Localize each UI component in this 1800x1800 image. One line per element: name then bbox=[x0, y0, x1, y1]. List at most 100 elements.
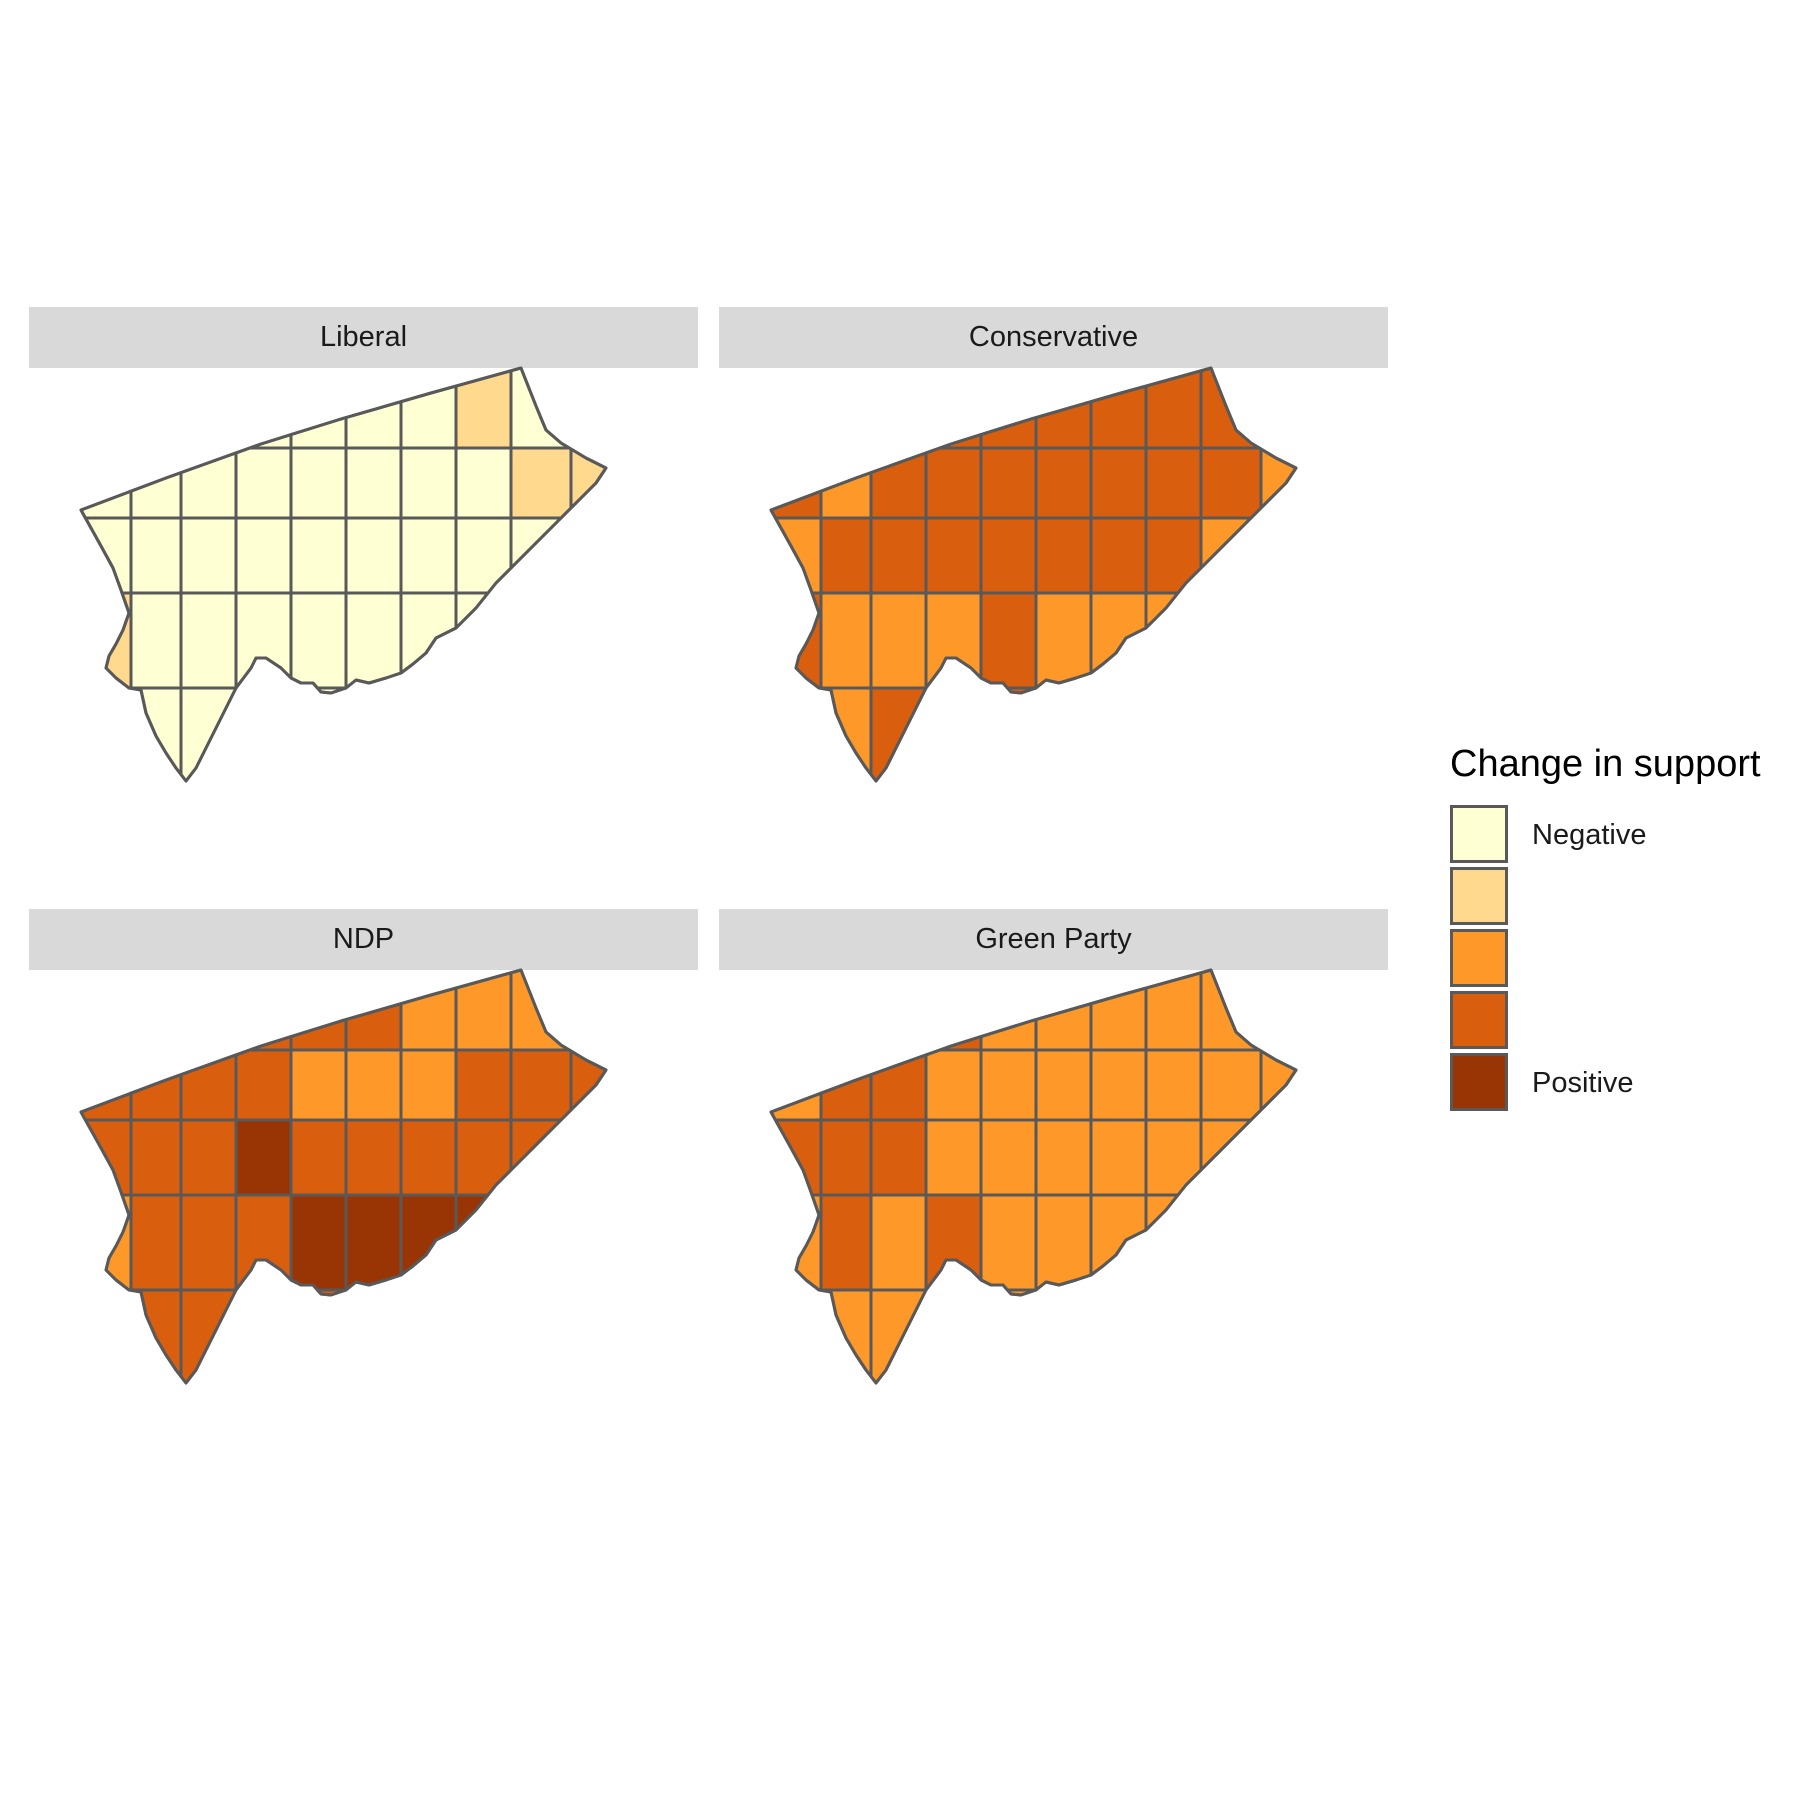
district-polygon bbox=[289, 1118, 348, 1197]
district-polygon bbox=[1144, 516, 1203, 595]
district-polygon bbox=[234, 1118, 293, 1197]
district-polygon bbox=[1089, 1048, 1148, 1122]
district-polygon bbox=[289, 446, 348, 520]
district-polygon bbox=[179, 1193, 238, 1292]
district-polygon bbox=[819, 1118, 873, 1197]
district-polygon bbox=[234, 516, 293, 595]
legend-label-negative: Negative bbox=[1532, 819, 1647, 851]
district-polygon bbox=[289, 591, 348, 690]
city-outline bbox=[769, 968, 1298, 1385]
district-polygon bbox=[399, 1048, 458, 1122]
district-polygon bbox=[129, 591, 183, 690]
district-polygon bbox=[1034, 591, 1093, 690]
district-polygon bbox=[1034, 1193, 1093, 1292]
legend-key-4 bbox=[1450, 991, 1508, 1049]
district-polygon bbox=[129, 1118, 183, 1197]
district-polygon bbox=[979, 1118, 1038, 1197]
district-polygon bbox=[979, 446, 1038, 520]
district-polygon bbox=[344, 516, 403, 595]
district-polygon bbox=[1144, 1048, 1203, 1122]
district-polygon bbox=[1089, 516, 1148, 595]
district-polygon bbox=[344, 591, 403, 690]
map-panel-conservative bbox=[719, 366, 1388, 898]
district-polygon bbox=[1144, 446, 1203, 520]
district-polygon bbox=[1199, 446, 1263, 520]
city-outline bbox=[769, 366, 1298, 783]
districts-group bbox=[769, 366, 1298, 783]
district-polygon bbox=[1199, 968, 1261, 1052]
districts-group bbox=[79, 968, 608, 1385]
city-outline bbox=[79, 968, 608, 1385]
district-polygon bbox=[129, 686, 183, 776]
map-panel-liberal bbox=[29, 366, 698, 898]
district-polygon bbox=[344, 446, 403, 520]
district-polygon bbox=[924, 1048, 983, 1122]
district-polygon bbox=[454, 516, 513, 595]
district-polygon bbox=[1089, 1118, 1148, 1197]
legend: Change in support Negative Positive bbox=[1450, 743, 1790, 1111]
district-polygon bbox=[869, 1193, 928, 1292]
district-polygon bbox=[1199, 1048, 1263, 1122]
district-polygon bbox=[819, 471, 873, 520]
panel-strip-ndp: NDP bbox=[29, 909, 698, 970]
city-outline bbox=[79, 366, 608, 783]
map-panel-green-party bbox=[719, 968, 1388, 1500]
legend-key-2 bbox=[1450, 867, 1508, 925]
district-polygon bbox=[179, 1118, 238, 1197]
district-polygon bbox=[819, 1193, 873, 1292]
district-polygon bbox=[289, 1048, 348, 1122]
panel-title-ndp: NDP bbox=[332, 923, 395, 955]
legend-label-positive: Positive bbox=[1532, 1067, 1634, 1099]
panel-strip-conservative: Conservative bbox=[719, 307, 1388, 368]
district-polygon bbox=[924, 1193, 983, 1292]
district-polygon bbox=[234, 1048, 293, 1122]
district-polygon bbox=[234, 1193, 293, 1292]
district-polygon bbox=[819, 591, 873, 690]
district-polygon bbox=[454, 1118, 513, 1197]
district-polygon bbox=[1089, 446, 1148, 520]
district-polygon bbox=[924, 516, 983, 595]
district-polygon bbox=[399, 516, 458, 595]
district-polygon bbox=[454, 1048, 513, 1122]
district-polygon bbox=[129, 516, 183, 595]
district-polygon bbox=[819, 1073, 873, 1122]
district-polygon bbox=[179, 591, 238, 690]
district-polygon bbox=[509, 446, 573, 520]
districts-group bbox=[79, 366, 608, 783]
district-polygon bbox=[179, 516, 238, 595]
district-polygon bbox=[344, 1118, 403, 1197]
district-polygon bbox=[399, 446, 458, 520]
district-polygon bbox=[129, 1288, 183, 1378]
district-polygon bbox=[819, 1288, 873, 1378]
district-polygon bbox=[1034, 1048, 1093, 1122]
district-polygon bbox=[869, 591, 928, 690]
panel-title-liberal: Liberal bbox=[319, 321, 408, 353]
district-polygon bbox=[924, 591, 983, 690]
district-polygon bbox=[234, 446, 293, 520]
district-polygon bbox=[979, 591, 1038, 690]
district-polygon bbox=[1034, 1118, 1093, 1197]
legend-key-5 bbox=[1450, 1053, 1508, 1111]
district-polygon bbox=[454, 446, 513, 520]
map-green-party bbox=[769, 968, 1298, 1385]
district-polygon bbox=[129, 1193, 183, 1292]
district-polygon bbox=[979, 1048, 1038, 1122]
district-polygon bbox=[1089, 986, 1148, 1052]
district-polygon bbox=[869, 1118, 928, 1197]
district-polygon bbox=[509, 1048, 573, 1122]
legend-title: Change in support bbox=[1450, 743, 1761, 785]
panel-strip-green-party: Green Party bbox=[719, 909, 1388, 970]
map-conservative bbox=[769, 366, 1298, 783]
district-polygon bbox=[979, 516, 1038, 595]
district-polygon bbox=[924, 1118, 983, 1197]
district-polygon bbox=[1199, 366, 1261, 450]
legend-key-1 bbox=[1450, 805, 1508, 863]
district-polygon bbox=[129, 1073, 183, 1122]
district-polygon bbox=[819, 686, 873, 776]
map-liberal bbox=[79, 366, 608, 783]
district-polygon bbox=[1034, 446, 1093, 520]
district-polygon bbox=[344, 1193, 403, 1292]
legend-key-3 bbox=[1450, 929, 1508, 987]
map-panel-ndp bbox=[29, 968, 698, 1500]
district-polygon bbox=[869, 516, 928, 595]
